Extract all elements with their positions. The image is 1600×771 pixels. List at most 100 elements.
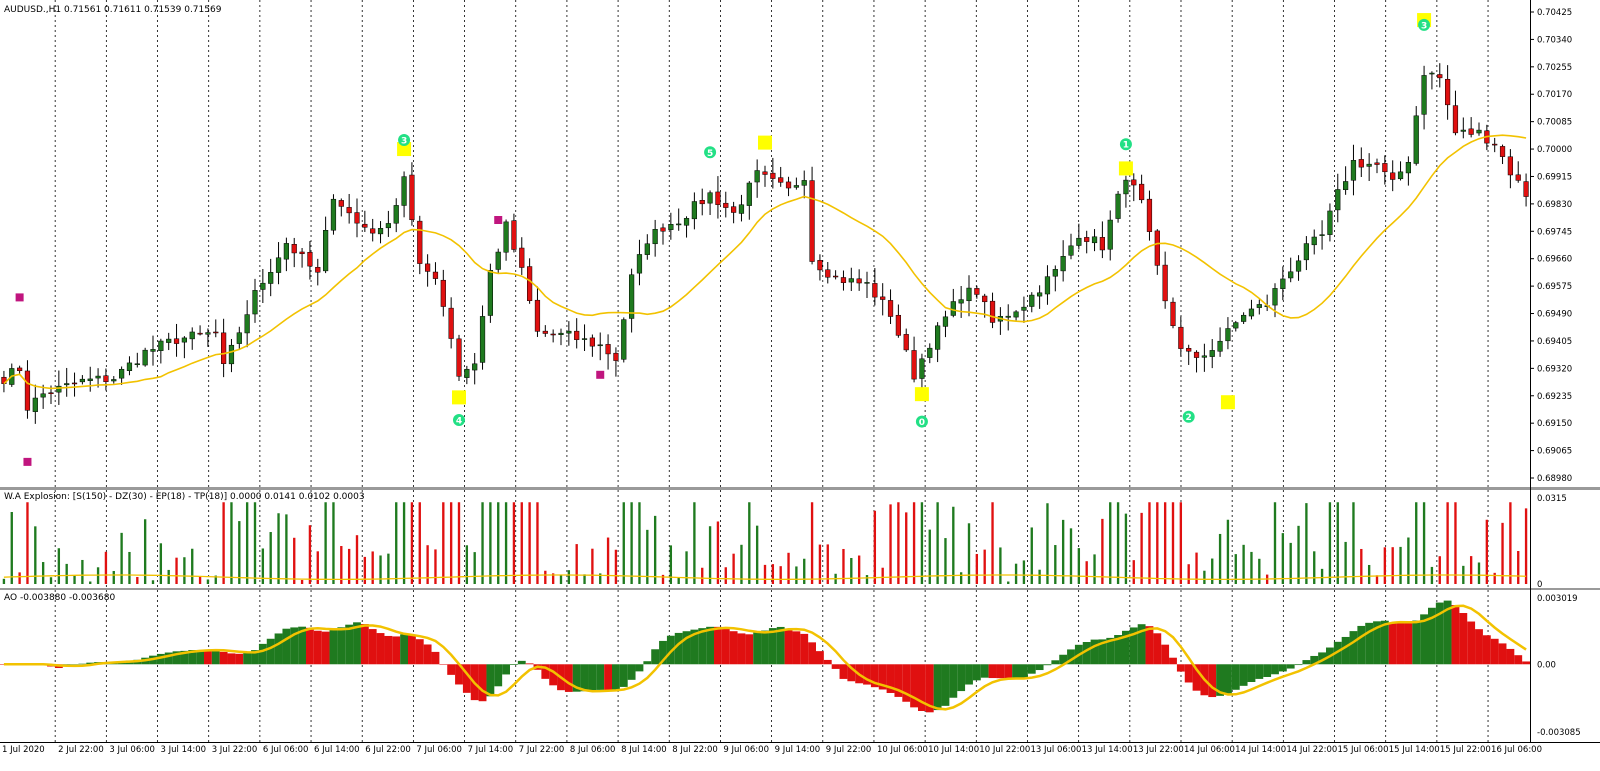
candle[interactable] <box>1280 266 1286 301</box>
candle[interactable] <box>417 215 423 275</box>
candle[interactable] <box>432 262 439 285</box>
candle[interactable] <box>840 270 847 291</box>
candle[interactable] <box>1366 153 1372 182</box>
candle[interactable] <box>691 192 697 230</box>
candle[interactable] <box>1217 327 1223 357</box>
ao-panel[interactable] <box>0 600 1530 713</box>
candle[interactable] <box>1044 265 1051 305</box>
candle[interactable] <box>401 171 407 218</box>
candle[interactable] <box>935 322 941 363</box>
explosion-panel[interactable] <box>2 502 1528 584</box>
candle[interactable] <box>707 190 713 216</box>
candle[interactable] <box>919 353 925 390</box>
candle[interactable] <box>1099 221 1105 259</box>
candle[interactable] <box>283 237 289 272</box>
candle[interactable] <box>872 268 878 306</box>
candle[interactable] <box>456 334 462 381</box>
candle[interactable] <box>1178 316 1184 357</box>
candle[interactable] <box>1209 339 1215 369</box>
candle[interactable] <box>723 191 729 218</box>
candle[interactable] <box>291 237 297 268</box>
candle[interactable] <box>87 366 93 392</box>
candle[interactable] <box>534 286 541 337</box>
candle[interactable] <box>1429 71 1435 90</box>
candle[interactable] <box>903 328 909 352</box>
candle[interactable] <box>1186 344 1192 365</box>
candle[interactable] <box>307 241 313 280</box>
candle[interactable] <box>754 159 760 198</box>
candle[interactable] <box>1335 173 1341 223</box>
candle[interactable] <box>809 166 815 265</box>
candle[interactable] <box>79 375 85 385</box>
candle[interactable] <box>1460 117 1466 139</box>
candle[interactable] <box>566 321 572 346</box>
candle[interactable] <box>1052 265 1058 292</box>
candle[interactable] <box>158 338 164 364</box>
candle[interactable] <box>370 218 376 242</box>
candle[interactable] <box>1107 210 1113 261</box>
candle[interactable] <box>1146 190 1153 241</box>
candle[interactable] <box>385 210 391 237</box>
candle[interactable] <box>746 181 752 220</box>
candle[interactable] <box>181 336 187 359</box>
candle[interactable] <box>126 356 133 376</box>
candle[interactable] <box>1248 299 1255 320</box>
candle[interactable] <box>134 352 140 368</box>
candle[interactable] <box>1319 220 1325 250</box>
candle[interactable] <box>1170 297 1176 329</box>
candle[interactable] <box>362 210 368 232</box>
candle[interactable] <box>864 271 870 298</box>
candle[interactable] <box>377 221 384 244</box>
candle[interactable] <box>1499 144 1506 165</box>
price-panel[interactable]: 3 4 5 0 1 2 3 <box>1 13 1529 466</box>
candle[interactable] <box>974 285 980 299</box>
candle[interactable] <box>848 267 854 292</box>
candle[interactable] <box>1390 160 1396 192</box>
candle[interactable] <box>472 352 478 385</box>
candle[interactable] <box>652 219 658 257</box>
candle[interactable] <box>558 328 564 346</box>
candle[interactable] <box>1476 122 1482 136</box>
candle[interactable] <box>581 324 588 352</box>
candle[interactable] <box>793 177 799 190</box>
candle[interactable] <box>762 165 768 187</box>
candle[interactable] <box>895 304 901 338</box>
candle[interactable] <box>1421 65 1427 130</box>
candle[interactable] <box>801 170 807 199</box>
candle[interactable] <box>315 258 321 286</box>
candle[interactable] <box>519 237 525 275</box>
candle[interactable] <box>173 323 180 357</box>
candle[interactable] <box>205 328 211 347</box>
candle[interactable] <box>715 176 721 219</box>
candle[interactable] <box>1405 156 1411 186</box>
candle[interactable] <box>299 247 305 268</box>
candle[interactable] <box>346 193 352 224</box>
candle[interactable] <box>1091 229 1098 252</box>
candle[interactable] <box>699 188 705 216</box>
candle[interactable] <box>605 334 611 370</box>
candle[interactable] <box>487 263 493 323</box>
candle[interactable] <box>1523 173 1529 207</box>
candle[interactable] <box>260 268 266 303</box>
candle[interactable] <box>1288 257 1294 283</box>
candle[interactable] <box>150 335 156 366</box>
candle[interactable] <box>597 332 603 361</box>
candle[interactable] <box>1193 350 1200 373</box>
candle[interactable] <box>966 275 972 317</box>
candle[interactable] <box>1303 236 1309 271</box>
candle[interactable] <box>833 270 839 280</box>
candle[interactable] <box>589 334 595 357</box>
candle[interactable] <box>1013 310 1019 321</box>
candle[interactable] <box>958 286 964 318</box>
candle[interactable] <box>1515 161 1521 183</box>
candle[interactable] <box>636 239 643 286</box>
candle[interactable] <box>1327 203 1333 242</box>
candle[interactable] <box>1084 230 1090 254</box>
candle[interactable] <box>1123 175 1129 208</box>
candle[interactable] <box>511 213 517 253</box>
candle[interactable] <box>817 254 823 281</box>
candle[interactable] <box>660 223 666 245</box>
candle[interactable] <box>778 166 784 187</box>
candle[interactable] <box>1468 117 1474 138</box>
